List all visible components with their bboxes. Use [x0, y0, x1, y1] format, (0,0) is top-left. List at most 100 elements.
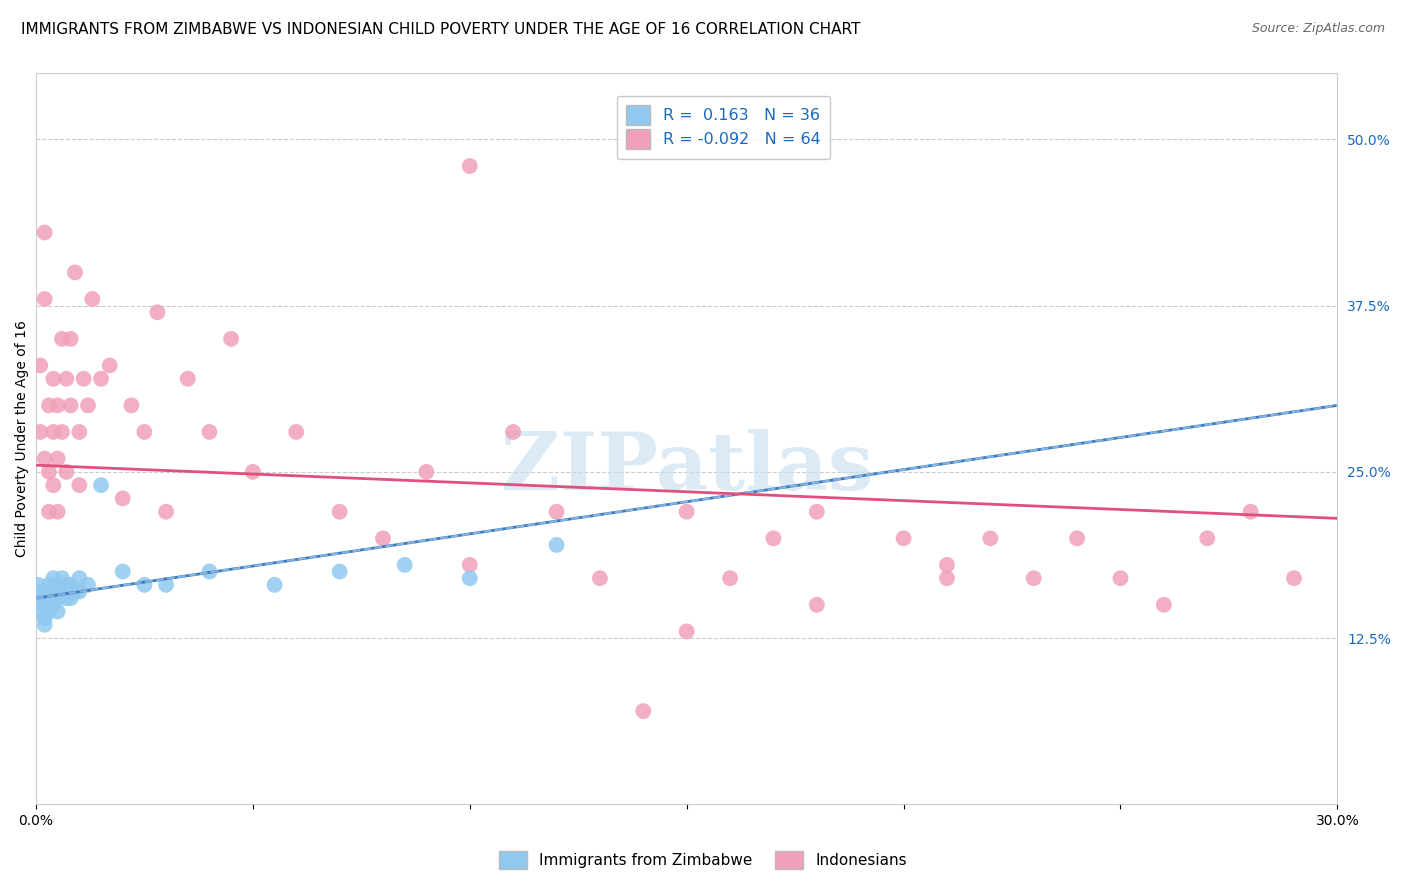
Point — [177, 372, 200, 386]
Point — [34, 598, 56, 612]
Point — [46, 578, 69, 592]
Point — [30, 359, 52, 373]
Point — [38, 591, 60, 606]
Point — [415, 465, 437, 479]
Point — [1022, 571, 1045, 585]
Point — [371, 531, 394, 545]
Point — [329, 505, 352, 519]
Point — [46, 591, 69, 606]
Point — [42, 571, 65, 585]
Point — [633, 704, 655, 718]
Point — [718, 571, 741, 585]
Point — [42, 478, 65, 492]
Legend: R =  0.163   N = 36, R = -0.092   N = 64: R = 0.163 N = 36, R = -0.092 N = 64 — [617, 95, 830, 159]
Point — [42, 372, 65, 386]
Point — [30, 591, 52, 606]
Point — [51, 571, 73, 585]
Point — [59, 578, 82, 592]
Point — [38, 465, 60, 479]
Point — [98, 359, 121, 373]
Point — [34, 617, 56, 632]
Point — [51, 584, 73, 599]
Point — [63, 265, 86, 279]
Point — [42, 584, 65, 599]
Point — [82, 292, 104, 306]
Point — [34, 451, 56, 466]
Point — [46, 505, 69, 519]
Point — [893, 531, 915, 545]
Point — [38, 505, 60, 519]
Point — [90, 478, 112, 492]
Point — [73, 372, 96, 386]
Point — [38, 604, 60, 618]
Point — [46, 604, 69, 618]
Point — [67, 478, 90, 492]
Point — [67, 425, 90, 439]
Point — [1066, 531, 1088, 545]
Point — [979, 531, 1001, 545]
Point — [34, 226, 56, 240]
Point — [30, 604, 52, 618]
Text: IMMIGRANTS FROM ZIMBABWE VS INDONESIAN CHILD POVERTY UNDER THE AGE OF 16 CORRELA: IMMIGRANTS FROM ZIMBABWE VS INDONESIAN C… — [21, 22, 860, 37]
Point — [458, 571, 481, 585]
Point — [59, 591, 82, 606]
Point — [38, 398, 60, 412]
Point — [55, 465, 77, 479]
Point — [806, 598, 828, 612]
Point — [42, 425, 65, 439]
Point — [806, 505, 828, 519]
Point — [762, 531, 785, 545]
Point — [67, 584, 90, 599]
Point — [242, 465, 264, 479]
Point — [27, 578, 49, 592]
Point — [38, 578, 60, 592]
Point — [936, 571, 959, 585]
Point — [55, 578, 77, 592]
Point — [51, 425, 73, 439]
Point — [55, 372, 77, 386]
Point — [458, 159, 481, 173]
Point — [111, 565, 134, 579]
Point — [51, 332, 73, 346]
Point — [546, 505, 568, 519]
Point — [502, 425, 524, 439]
Point — [46, 451, 69, 466]
Point — [55, 591, 77, 606]
Point — [675, 505, 697, 519]
Point — [59, 332, 82, 346]
Point — [1197, 531, 1219, 545]
Point — [63, 584, 86, 599]
Point — [329, 565, 352, 579]
Point — [77, 578, 100, 592]
Point — [1109, 571, 1132, 585]
Point — [198, 565, 221, 579]
Point — [675, 624, 697, 639]
Point — [111, 491, 134, 506]
Point — [394, 558, 416, 572]
Point — [90, 372, 112, 386]
Point — [134, 578, 156, 592]
Point — [219, 332, 242, 346]
Point — [285, 425, 308, 439]
Point — [134, 425, 156, 439]
Point — [1153, 598, 1175, 612]
Point — [936, 558, 959, 572]
Point — [59, 398, 82, 412]
Point — [546, 538, 568, 552]
Point — [34, 292, 56, 306]
Point — [34, 611, 56, 625]
Point — [42, 598, 65, 612]
Point — [46, 398, 69, 412]
Point — [31, 584, 53, 599]
Point — [120, 398, 142, 412]
Point — [155, 578, 177, 592]
Point — [67, 571, 90, 585]
Point — [30, 425, 52, 439]
Point — [77, 398, 100, 412]
Point — [1240, 505, 1263, 519]
Text: ZIPatlas: ZIPatlas — [501, 429, 873, 507]
Legend: Immigrants from Zimbabwe, Indonesians: Immigrants from Zimbabwe, Indonesians — [494, 845, 912, 875]
Point — [146, 305, 169, 319]
Point — [458, 558, 481, 572]
Text: Source: ZipAtlas.com: Source: ZipAtlas.com — [1251, 22, 1385, 36]
